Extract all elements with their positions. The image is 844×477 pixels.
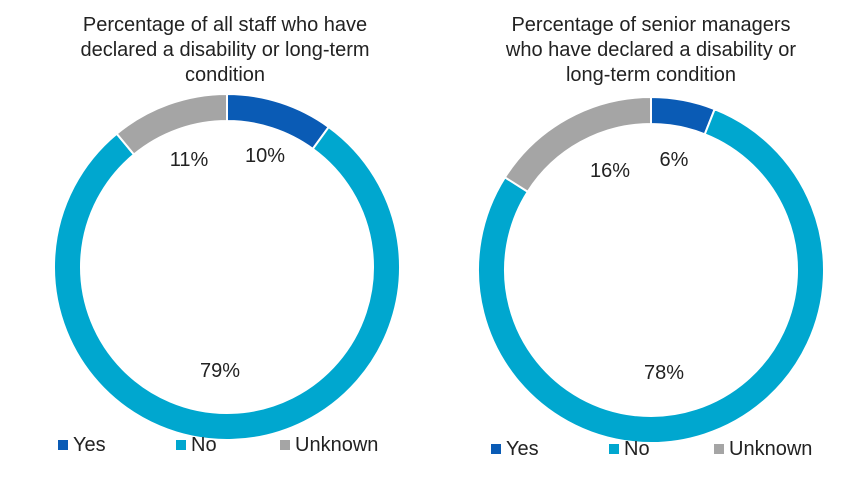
chart-1-title-line-3: condition [185, 64, 265, 86]
chart-1-slice-no [53, 125, 401, 441]
chart-2-slice-yes [650, 95, 716, 136]
chart-1-data-labels: 10% 79% 11% [170, 145, 286, 382]
chart-2-legend-label-no: No [624, 438, 650, 460]
chart-1-donut [53, 92, 401, 441]
chart-1-legend-label-yes: Yes [73, 434, 106, 456]
chart-1-data-label-no: 79% [200, 360, 240, 382]
chart-2-legend-swatch-yes [491, 444, 501, 454]
chart-1-legend-label-unknown: Unknown [295, 434, 378, 456]
chart-2-data-label-yes: 6% [660, 149, 689, 171]
chart-2-legend: Yes No Unknown [491, 438, 812, 460]
chart-1-title-line-2: declared a disability or long-term [80, 39, 369, 61]
chart-2-legend-label-unknown: Unknown [729, 438, 812, 460]
chart-2-legend-swatch-no [609, 444, 619, 454]
chart-1-title-line-1: Percentage of all staff who have [83, 14, 367, 36]
chart-all-staff: Percentage of all staff who have declare… [53, 14, 401, 456]
chart-senior-managers: Percentage of senior managers who have d… [477, 14, 825, 460]
chart-2-title-line-1: Percentage of senior managers [511, 14, 790, 36]
chart-1-legend-label-no: No [191, 434, 217, 456]
chart-1-data-label-unknown: 11% [170, 149, 209, 171]
chart-1-legend-swatch-no [176, 440, 186, 450]
chart-2-slice-no [477, 107, 825, 444]
chart-1-slice-yes [226, 92, 331, 151]
chart-1-legend: Yes No Unknown [58, 434, 378, 456]
chart-1-data-label-yes: 10% [245, 145, 285, 167]
chart-2-title-line-2: who have declared a disability or [505, 39, 797, 61]
chart-2-data-labels: 6% 78% 16% [590, 149, 689, 384]
chart-2-slice-unknown [503, 95, 652, 194]
chart-1-legend-swatch-unknown [280, 440, 290, 450]
chart-2-legend-label-yes: Yes [506, 438, 539, 460]
chart-1-legend-swatch-yes [58, 440, 68, 450]
chart-2-donut [477, 95, 825, 444]
chart-2-data-label-unknown: 16% [590, 160, 630, 182]
chart-2-data-label-no: 78% [644, 362, 684, 384]
chart-1-slice-unknown [115, 92, 228, 156]
chart-2-legend-swatch-unknown [714, 444, 724, 454]
chart-2-title-line-3: long-term condition [566, 64, 736, 86]
